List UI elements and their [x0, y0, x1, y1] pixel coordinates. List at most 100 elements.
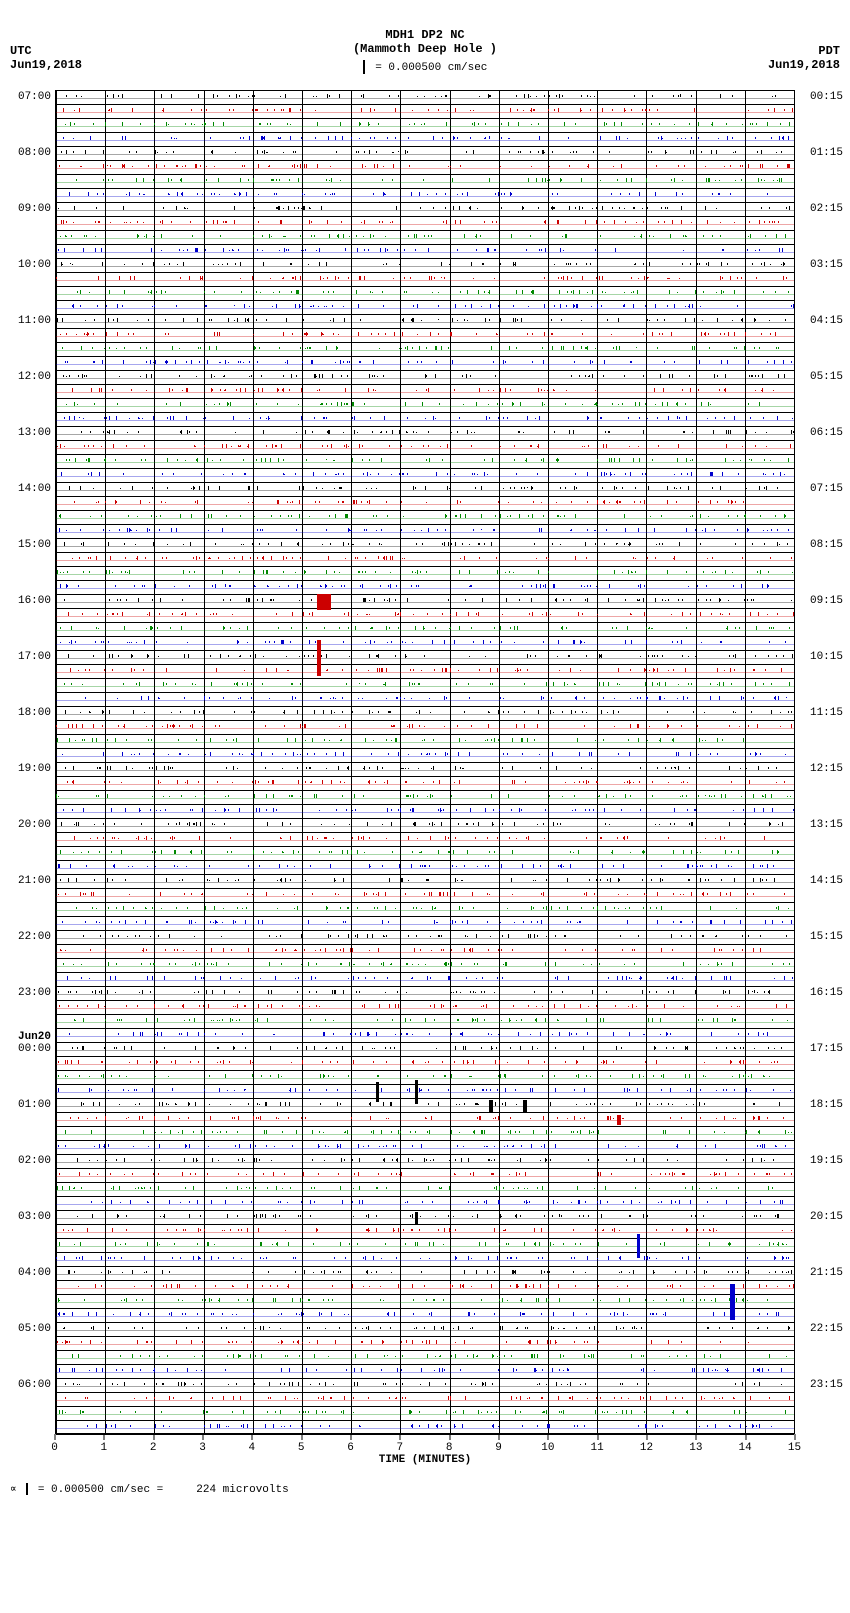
left-hour-label: 05:00 — [18, 1323, 51, 1335]
right-hour-label: 23:15 — [810, 1379, 843, 1391]
x-tick: 8 — [449, 1434, 450, 1454]
right-time-labels: 00:1501:1502:1503:1504:1505:1506:1507:15… — [799, 90, 843, 1434]
left-hour-label: 08:00 — [18, 147, 51, 159]
x-tick-label: 12 — [637, 1442, 657, 1454]
plot-wrapper: 07:0008:0009:0010:0011:0012:0013:0014:00… — [55, 90, 795, 1434]
seismic-event — [415, 1212, 418, 1224]
right-hour-label: 20:15 — [810, 1211, 843, 1223]
right-hour-label: 08:15 — [810, 539, 843, 551]
right-hour-label: 11:15 — [810, 707, 843, 719]
left-hour-label: 23:00 — [18, 987, 51, 999]
left-hour-label: 12:00 — [18, 371, 51, 383]
left-hour-label: 10:00 — [18, 259, 51, 271]
tz-right-label: PDT — [818, 44, 840, 58]
seismic-event — [376, 1082, 379, 1102]
x-tick: 11 — [597, 1434, 598, 1454]
x-tick: 6 — [351, 1434, 352, 1454]
left-time-labels: 07:0008:0009:0010:0011:0012:0013:0014:00… — [7, 90, 51, 1434]
left-hour-label: 11:00 — [18, 315, 51, 327]
x-tick-label: 13 — [686, 1442, 706, 1454]
right-hour-label: 12:15 — [810, 763, 843, 775]
seismogram-plot — [55, 90, 795, 1434]
left-hour-label: 00:00 — [18, 1043, 51, 1055]
right-hour-label: 01:15 — [810, 147, 843, 159]
right-hour-label: 21:15 — [810, 1267, 843, 1279]
x-tick-label: 10 — [538, 1442, 558, 1454]
left-hour-label: 22:00 — [18, 931, 51, 943]
x-tick: 9 — [499, 1434, 500, 1454]
left-hour-label: 17:00 — [18, 651, 51, 663]
x-tick: 4 — [252, 1434, 253, 1454]
x-tick-label: 15 — [785, 1442, 805, 1454]
date-left: Jun19,2018 — [10, 58, 82, 72]
left-hour-label: 01:00 — [18, 1099, 51, 1111]
right-hour-label: 16:15 — [810, 987, 843, 999]
x-tick: 13 — [696, 1434, 697, 1454]
station-code: MDH1 DP2 NC — [0, 28, 850, 42]
seismic-event — [617, 1115, 621, 1125]
right-hour-label: 17:15 — [810, 1043, 843, 1055]
x-tick: 14 — [745, 1434, 746, 1454]
vgrid-line — [794, 91, 795, 1433]
left-hour-label: 21:00 — [18, 875, 51, 887]
left-hour-label: 06:00 — [18, 1379, 51, 1391]
footer-scale-text: = 0.000500 cm/sec = — [38, 1484, 163, 1496]
scale-bar-icon — [363, 60, 365, 74]
left-hour-label: 03:00 — [18, 1211, 51, 1223]
right-hour-label: 19:15 — [810, 1155, 843, 1167]
header: MDH1 DP2 NC (Mammoth Deep Hole ) = 0.000… — [0, 0, 850, 80]
right-hour-label: 05:15 — [810, 371, 843, 383]
left-hour-label: 14:00 — [18, 483, 51, 495]
x-tick: 1 — [104, 1434, 105, 1454]
x-tick: 12 — [647, 1434, 648, 1454]
right-hour-label: 03:15 — [810, 259, 843, 271]
right-hour-label: 22:15 — [810, 1323, 843, 1335]
footer-bar-icon — [26, 1483, 28, 1495]
x-tick: 7 — [400, 1434, 401, 1454]
left-hour-label: 04:00 — [18, 1267, 51, 1279]
scale-indicator: = 0.000500 cm/sec — [0, 60, 850, 74]
right-hour-label: 04:15 — [810, 315, 843, 327]
tz-left-label: UTC — [10, 44, 32, 58]
x-tick-label: 14 — [735, 1442, 755, 1454]
seismic-event — [523, 1100, 527, 1112]
x-tick-label: 6 — [341, 1442, 361, 1454]
footer-prefix-mark: ∝ — [10, 1484, 17, 1496]
x-tick-label: 3 — [193, 1442, 213, 1454]
left-hour-label: 09:00 — [18, 203, 51, 215]
seismic-event — [730, 1284, 735, 1320]
right-hour-label: 09:15 — [810, 595, 843, 607]
right-hour-label: 10:15 — [810, 651, 843, 663]
seismic-event — [489, 1100, 493, 1112]
left-hour-label: 16:00 — [18, 595, 51, 607]
x-tick: 10 — [548, 1434, 549, 1454]
footer: ∝ = 0.000500 cm/sec = 224 microvolts — [0, 1474, 850, 1516]
x-tick: 15 — [795, 1434, 796, 1454]
right-hour-label: 15:15 — [810, 931, 843, 943]
seismic-event — [415, 1080, 418, 1104]
right-hour-label: 18:15 — [810, 1099, 843, 1111]
right-hour-label: 14:15 — [810, 875, 843, 887]
left-hour-label: 02:00 — [18, 1155, 51, 1167]
right-hour-label: 06:15 — [810, 427, 843, 439]
station-title: MDH1 DP2 NC (Mammoth Deep Hole ) — [0, 0, 850, 56]
x-tick-label: 0 — [45, 1442, 65, 1454]
x-tick-label: 9 — [489, 1442, 509, 1454]
x-tick-label: 11 — [587, 1442, 607, 1454]
left-hour-label: 13:00 — [18, 427, 51, 439]
footer-microvolts: 224 microvolts — [196, 1484, 288, 1496]
left-hour-label: 18:00 — [18, 707, 51, 719]
x-tick-label: 5 — [291, 1442, 311, 1454]
left-hour-label: 19:00 — [18, 763, 51, 775]
x-tick-label: 8 — [439, 1442, 459, 1454]
x-tick: 0 — [55, 1434, 56, 1454]
left-hour-label: 15:00 — [18, 539, 51, 551]
seismic-event — [637, 1234, 640, 1258]
x-tick-label: 7 — [390, 1442, 410, 1454]
right-hour-label: 07:15 — [810, 483, 843, 495]
x-tick-label: 4 — [242, 1442, 262, 1454]
x-tick-label: 2 — [143, 1442, 163, 1454]
x-axis-title: TIME (MINUTES) — [55, 1434, 795, 1466]
scale-text: = 0.000500 cm/sec — [375, 62, 487, 74]
x-tick-label: 1 — [94, 1442, 114, 1454]
